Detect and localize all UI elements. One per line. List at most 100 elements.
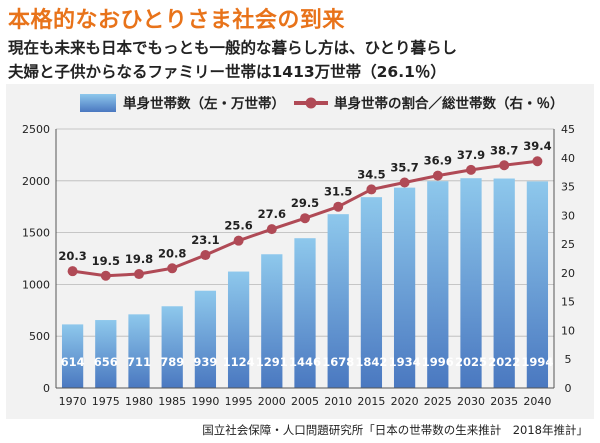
right-tick-label: 20 [561,267,575,280]
x-tick-label: 2005 [291,395,319,408]
ratio-label-2040: 39.4 [523,139,551,153]
ratio-label-1970: 20.3 [58,249,86,263]
ratio-point-2000 [266,224,277,235]
bar-label-1980: 711 [127,355,151,369]
bar-label-2015: 1842 [355,355,387,369]
bar-label-2000: 1291 [256,355,288,369]
x-axis: 1970 1975 1980 1985 1990 1995 2000 2005 2010 2015… [56,387,554,408]
right-tick-label: 10 [561,324,575,337]
left-tick-label: 1000 [22,278,50,291]
ratio-point-1990 [200,250,211,261]
x-tick-label: 2035 [490,395,518,408]
bar-label-1990: 939 [193,355,217,369]
x-tick-label: 1990 [191,395,219,408]
bar-label-2040: 1994 [521,355,553,369]
bar-2010 [327,214,349,388]
source-note: 国立社会保障・人口問題研究所「日本の世帯数の生来推計 2018年推計」 [202,423,588,437]
x-tick-label: 2040 [523,395,551,408]
x-tick-label: 2015 [357,395,385,408]
right-tick-label: 35 [561,181,575,194]
right-axis: 0 5 10 15 20 25 30 35 40 45 [553,123,575,395]
x-tick-label: 2010 [324,395,352,408]
x-tick-label: 1970 [59,395,87,408]
bar-label-1970: 614 [61,355,85,369]
ratio-label-2005: 29.5 [291,196,319,210]
bars [61,178,549,388]
bar-1985 [161,306,183,388]
ratio-point-2030 [466,164,476,175]
bar-label-1975: 656 [94,355,118,369]
ratio-labels: 20.3 19.5 19.8 20.8 23.1 25.6 27.6 29.5 31.5 34.5… [58,139,551,268]
subtitle-line-2: 夫婦と子供からなるファミリー世帯は1413万世帯（26.1％） [8,63,446,81]
ratio-label-2015: 34.5 [357,167,385,181]
right-tick-label: 40 [561,152,575,165]
right-tick-label: 30 [561,209,575,222]
ratio-point-1970 [67,266,78,277]
bar-label-2030: 2025 [455,355,487,369]
ratio-label-2035: 38.7 [490,143,518,157]
x-tick-label: 1985 [158,395,186,408]
right-tick-label: 0 [565,382,572,395]
bar-2000 [261,254,283,388]
subtitle-line-1: 現在も未来も日本でもっとも一般的な暮らし方は、ひとり暮らし [8,39,458,57]
x-tick-label: 2025 [424,395,452,408]
page-title: 本格的なおひとりさま社会の到来 [8,8,345,33]
ratio-label-2020: 35.7 [390,161,418,175]
bar-1975 [95,320,117,388]
ratio-point-1995 [233,235,244,246]
x-tick-label: 2020 [391,395,419,408]
left-tick-label: 2000 [22,175,50,188]
right-tick-label: 25 [561,238,575,251]
bar-1990 [194,290,217,388]
x-tick-label: 1995 [225,395,253,408]
bar-label-2020: 1934 [389,355,421,369]
legend: 単身世帯数（左・万世帯） 単身世帯の割合／総世帯数（右・％） [80,94,564,112]
ratio-point-2010 [333,201,344,212]
ratio-label-1985: 20.8 [158,246,186,260]
chart: 単身世帯数（左・万世帯） 単身世帯の割合／総世帯数（右・％） 0 500 1000 1… [22,94,575,408]
bar-1980 [128,314,150,388]
ratio-label-2025: 36.9 [424,154,452,168]
ratio-point-2020 [399,177,410,188]
x-tick-label: 1980 [125,395,153,408]
chart-panel: 単身世帯数（左・万世帯） 単身世帯の割合／総世帯数（右・％） 0 500 1000 1… [6,84,594,419]
bar-2015 [360,197,383,388]
bar-1995 [227,271,250,388]
bar-2030 [460,178,482,388]
ratio-point-2025 [432,170,443,181]
legend-line-label: 単身世帯の割合／総世帯数（右・％） [334,95,564,112]
bar-label-2010: 1678 [322,355,354,369]
bar-2020 [393,187,416,388]
x-tick-label: 1975 [92,395,120,408]
ratio-label-1990: 23.1 [191,233,219,247]
x-tick-label: 2030 [457,395,485,408]
ratio-point-2035 [499,160,510,171]
bar-label-1985: 789 [160,355,184,369]
bar-1970 [61,324,84,388]
legend-bar-swatch [80,94,116,112]
ratio-label-2030: 37.9 [457,148,485,162]
ratio-line [67,156,543,281]
ratio-label-1980: 19.8 [125,252,153,266]
left-tick-label: 2500 [22,123,50,136]
right-tick-label: 5 [565,353,572,366]
right-tick-label: 45 [561,123,575,136]
bar-label-2035: 2022 [488,355,520,369]
ratio-point-2005 [300,213,310,224]
ratio-label-2000: 27.6 [258,207,286,221]
left-tick-label: 500 [29,330,50,343]
bar-label-2025: 1996 [422,355,454,369]
ratio-label-1975: 19.5 [92,254,120,268]
bar-label-1995: 1124 [223,355,255,369]
bar-2025 [427,181,449,388]
ratio-point-1975 [100,270,111,281]
bar-labels: 614 656 711 789 939 1124 1291 1446 1678 1842 1934 1… [61,355,554,369]
ratio-label-2010: 31.5 [324,185,352,199]
ratio-point-2015 [366,184,377,195]
right-tick-label: 15 [561,296,575,309]
legend-line-marker [305,97,317,109]
bar-2040 [526,181,549,388]
legend-bar-label: 単身世帯数（左・万世帯） [123,95,285,112]
bar-label-2005: 1446 [289,355,321,369]
ratio-label-1995: 25.6 [224,219,252,233]
